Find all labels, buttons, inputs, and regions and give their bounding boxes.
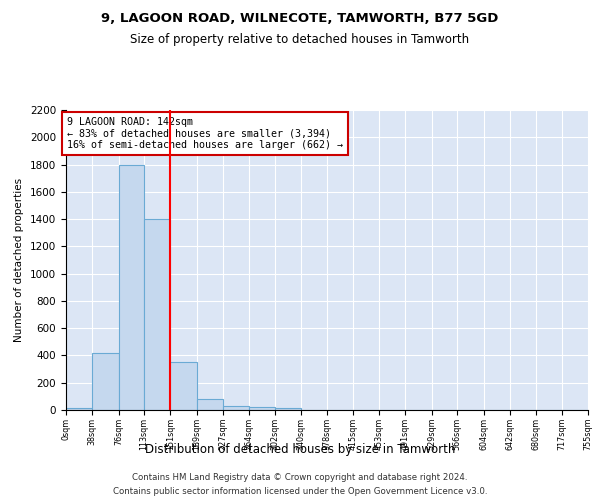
Text: Contains HM Land Registry data © Crown copyright and database right 2024.: Contains HM Land Registry data © Crown c… [132, 472, 468, 482]
Bar [66, 408, 92, 410]
Bar [170, 362, 197, 410]
Bar [248, 408, 275, 410]
Text: Contains public sector information licensed under the Open Government Licence v3: Contains public sector information licen… [113, 488, 487, 496]
Bar [92, 352, 119, 410]
Text: Size of property relative to detached houses in Tamworth: Size of property relative to detached ho… [130, 32, 470, 46]
Bar [144, 219, 170, 410]
Bar [119, 164, 144, 410]
Y-axis label: Number of detached properties: Number of detached properties [14, 178, 25, 342]
Text: 9, LAGOON ROAD, WILNECOTE, TAMWORTH, B77 5GD: 9, LAGOON ROAD, WILNECOTE, TAMWORTH, B77… [101, 12, 499, 26]
Bar [223, 406, 248, 410]
Text: 9 LAGOON ROAD: 142sqm
← 83% of detached houses are smaller (3,394)
16% of semi-d: 9 LAGOON ROAD: 142sqm ← 83% of detached … [67, 117, 343, 150]
Text: Distribution of detached houses by size in Tamworth: Distribution of detached houses by size … [145, 442, 455, 456]
Bar [275, 408, 301, 410]
Bar [197, 399, 223, 410]
